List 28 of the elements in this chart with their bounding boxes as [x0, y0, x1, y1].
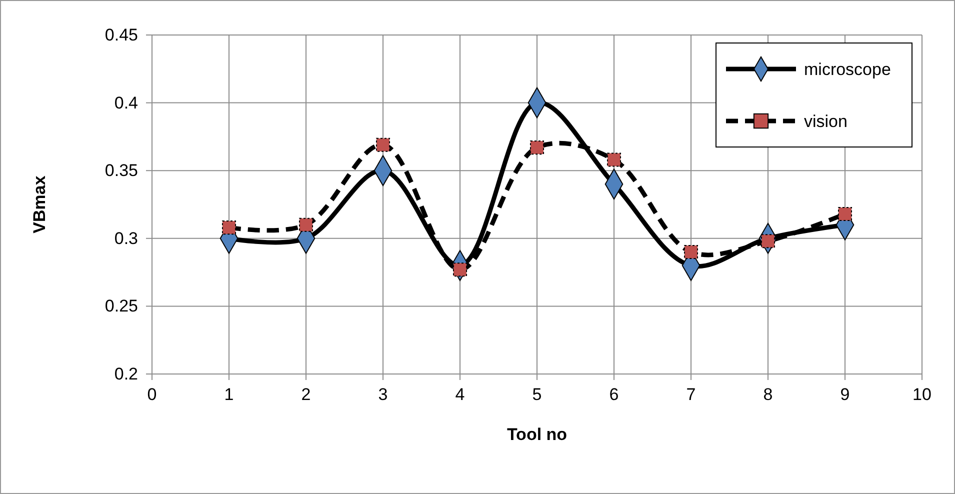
- x-tick-label: 3: [378, 385, 388, 404]
- x-tick-label: 2: [301, 385, 311, 404]
- point: [222, 220, 236, 235]
- y-tick-label: 0.25: [104, 296, 138, 316]
- x-tick-label: 4: [455, 385, 465, 404]
- y-tick-label: 0.2: [114, 364, 138, 384]
- x-axis-title: Tool no: [506, 425, 568, 444]
- legend-label: vision: [804, 112, 848, 131]
- point: [298, 218, 314, 232]
- x-tick-label: 7: [686, 385, 696, 404]
- x-tick-label: 8: [763, 385, 773, 404]
- point: [838, 206, 852, 222]
- y-axis-title: VBmax: [30, 175, 49, 234]
- y-tick-label: 0.3: [114, 228, 138, 248]
- y-tick-label: 0.4: [114, 93, 138, 112]
- point: [606, 152, 622, 167]
- x-tick-label: 9: [840, 385, 850, 404]
- point: [376, 138, 390, 152]
- y-tick-label: 0.45: [104, 25, 138, 44]
- y-tick-label: 0.35: [104, 161, 138, 180]
- x-tick-label: 1: [224, 385, 234, 404]
- x-tick-label: 10: [912, 385, 932, 404]
- point: [684, 244, 698, 259]
- legend-label: microscope: [804, 60, 891, 79]
- point: [530, 140, 544, 155]
- x-tick-label: 5: [532, 385, 542, 404]
- x-tick-label: 6: [609, 385, 619, 404]
- x-tick-label: 0: [147, 385, 157, 404]
